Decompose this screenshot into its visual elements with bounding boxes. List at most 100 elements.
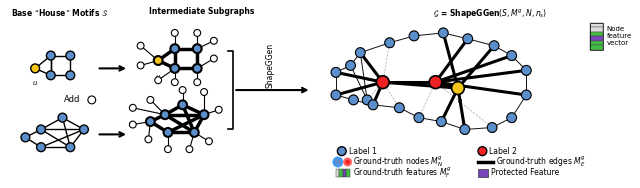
Bar: [492, 46, 496, 48]
Bar: [440, 117, 444, 119]
Circle shape: [193, 64, 202, 73]
Circle shape: [507, 51, 516, 61]
Bar: [412, 31, 416, 34]
Bar: [490, 127, 494, 130]
Bar: [334, 70, 338, 72]
Circle shape: [161, 110, 170, 119]
Bar: [440, 117, 444, 126]
Circle shape: [193, 44, 202, 53]
Bar: [346, 169, 349, 177]
Bar: [412, 31, 416, 40]
Bar: [334, 97, 338, 99]
Circle shape: [179, 87, 186, 93]
Bar: [351, 96, 355, 104]
Bar: [466, 37, 470, 39]
Bar: [590, 45, 604, 50]
Circle shape: [355, 48, 365, 58]
Bar: [510, 56, 513, 58]
Bar: [510, 118, 513, 120]
Circle shape: [164, 146, 172, 153]
Bar: [590, 23, 604, 50]
Circle shape: [463, 34, 472, 44]
Circle shape: [154, 56, 163, 65]
Circle shape: [337, 147, 346, 156]
Text: Label 1: Label 1: [349, 147, 376, 156]
Circle shape: [429, 76, 442, 89]
Bar: [358, 50, 362, 53]
Bar: [334, 75, 338, 77]
Bar: [371, 100, 375, 109]
Bar: [365, 100, 369, 102]
Circle shape: [522, 90, 531, 100]
Bar: [358, 53, 362, 55]
Text: Ground-truth nodes $M_N^g$: Ground-truth nodes $M_N^g$: [353, 155, 444, 169]
Circle shape: [66, 143, 75, 152]
Circle shape: [507, 113, 516, 123]
Bar: [524, 68, 528, 70]
Circle shape: [46, 51, 55, 60]
Bar: [334, 68, 338, 70]
Bar: [510, 120, 513, 122]
Bar: [440, 119, 444, 122]
Bar: [510, 113, 513, 115]
Bar: [490, 123, 494, 132]
Bar: [334, 68, 338, 77]
Bar: [349, 61, 353, 63]
Circle shape: [172, 79, 178, 86]
Circle shape: [211, 55, 217, 62]
Bar: [524, 95, 528, 97]
Circle shape: [215, 106, 222, 113]
Bar: [412, 36, 416, 38]
Circle shape: [438, 28, 448, 38]
Circle shape: [205, 138, 212, 145]
Bar: [492, 43, 496, 46]
Text: $u$: $u$: [155, 73, 161, 81]
Bar: [417, 120, 421, 122]
Circle shape: [21, 133, 30, 142]
Bar: [440, 124, 444, 126]
Bar: [412, 38, 416, 40]
Circle shape: [333, 158, 342, 166]
Circle shape: [522, 65, 531, 75]
Circle shape: [170, 44, 179, 53]
Bar: [349, 63, 353, 65]
Circle shape: [201, 89, 207, 96]
Bar: [490, 130, 494, 132]
Text: Protected Feature: Protected Feature: [491, 168, 559, 177]
Circle shape: [66, 71, 75, 80]
Bar: [440, 122, 444, 124]
Circle shape: [147, 96, 154, 103]
Text: $\mathcal{G}$ = ShapeGGen$(S, M^g, N, n_s)$: $\mathcal{G}$ = ShapeGGen$(S, M^g, N, n_…: [433, 7, 547, 20]
Circle shape: [172, 30, 178, 36]
Bar: [590, 27, 604, 32]
Bar: [336, 169, 339, 177]
Circle shape: [155, 77, 162, 84]
Bar: [463, 127, 467, 130]
Bar: [417, 118, 421, 120]
Bar: [466, 34, 470, 37]
Circle shape: [368, 100, 378, 110]
Bar: [442, 28, 445, 31]
Bar: [510, 51, 513, 53]
Circle shape: [129, 104, 136, 111]
Bar: [510, 53, 513, 56]
Bar: [590, 23, 604, 27]
Circle shape: [178, 100, 187, 109]
Bar: [349, 61, 353, 70]
Bar: [442, 28, 445, 37]
Bar: [397, 110, 401, 112]
Bar: [358, 48, 362, 57]
Circle shape: [145, 136, 152, 143]
Circle shape: [394, 103, 404, 113]
Circle shape: [211, 37, 217, 44]
Text: ShapeGGen: ShapeGGen: [265, 43, 274, 88]
Bar: [412, 34, 416, 36]
Bar: [490, 123, 494, 125]
Bar: [334, 90, 338, 93]
Bar: [397, 105, 401, 108]
Circle shape: [164, 128, 172, 137]
Bar: [351, 102, 355, 104]
Bar: [524, 70, 528, 73]
Bar: [334, 95, 338, 97]
Text: ,: ,: [340, 158, 342, 167]
